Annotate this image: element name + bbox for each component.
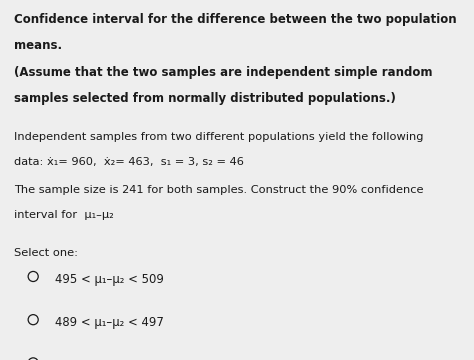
Text: 489 < μ₁–μ₂ < 497: 489 < μ₁–μ₂ < 497 [55,316,164,329]
Text: The sample size is 241 for both samples. Construct the 90% confidence: The sample size is 241 for both samples.… [14,185,424,195]
Text: samples selected from normally distributed populations.): samples selected from normally distribut… [14,92,396,105]
Text: interval for  μ₁–μ₂: interval for μ₁–μ₂ [14,210,114,220]
Text: Confidence interval for the difference between the two population: Confidence interval for the difference b… [14,13,457,26]
Text: (Assume that the two samples are independent simple random: (Assume that the two samples are indepen… [14,66,433,79]
Text: 495 < μ₁–μ₂ < 509: 495 < μ₁–μ₂ < 509 [55,273,164,286]
Text: 498 < μ₁–μ₂ < 503: 498 < μ₁–μ₂ < 503 [55,359,163,360]
Text: Independent samples from two different populations yield the following: Independent samples from two different p… [14,132,424,143]
Text: data: ẋ₁= 960,  ẋ₂= 463,  s₁ = 3, s₂ = 46: data: ẋ₁= 960, ẋ₂= 463, s₁ = 3, s₂ = 46 [14,157,244,167]
Text: means.: means. [14,39,63,51]
Text: Select one:: Select one: [14,248,78,258]
